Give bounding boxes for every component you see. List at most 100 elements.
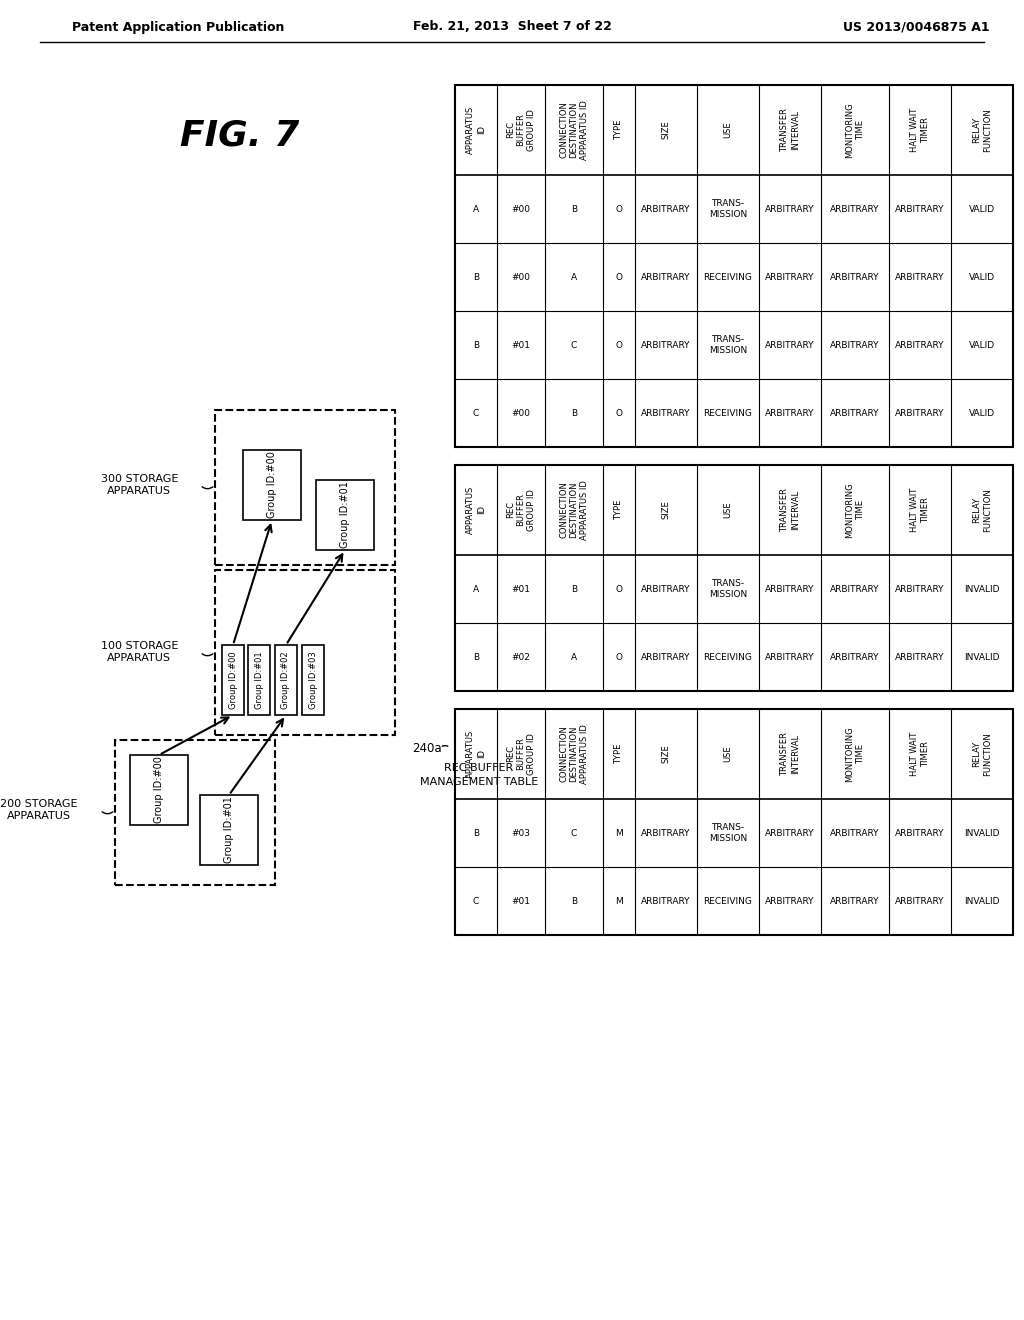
Text: ARBITRARY: ARBITRARY [765, 652, 815, 661]
Text: REC
BUFFER
GROUP ID: REC BUFFER GROUP ID [506, 490, 536, 531]
Text: REC
BUFFER
GROUP ID: REC BUFFER GROUP ID [506, 733, 536, 775]
Text: MONITORING
TIME: MONITORING TIME [845, 726, 864, 781]
Text: TRANS-
MISSION: TRANS- MISSION [709, 824, 748, 842]
Text: Group ID:#00: Group ID:#00 [154, 756, 164, 824]
Text: RELAY
FUNCTION: RELAY FUNCTION [973, 108, 991, 152]
Text: B: B [473, 272, 479, 281]
Text: A: A [571, 652, 578, 661]
Bar [302, 645, 324, 715]
Text: O: O [615, 205, 623, 214]
Text: TYPE: TYPE [614, 120, 624, 140]
Text: #03: #03 [512, 829, 530, 837]
Text: CONNECTION
DESTINATION
APPARATUS ID: CONNECTION DESTINATION APPARATUS ID [559, 480, 589, 540]
Text: 240a: 240a [412, 742, 441, 755]
Text: TYPE: TYPE [614, 743, 624, 764]
Text: RECEIVING: RECEIVING [703, 272, 753, 281]
Text: TRANSFER
INTERVAL: TRANSFER INTERVAL [780, 733, 800, 776]
Text: CONNECTION
DESTINATION
APPARATUS ID: CONNECTION DESTINATION APPARATUS ID [559, 100, 589, 160]
Text: A: A [473, 585, 479, 594]
Text: Group ID:#00: Group ID:#00 [267, 451, 278, 519]
Text: #02: #02 [512, 652, 530, 661]
Text: B: B [473, 652, 479, 661]
Bar [130, 755, 188, 825]
Text: M: M [615, 829, 623, 837]
Text: Group ID:#01: Group ID:#01 [340, 482, 350, 548]
Text: APPARATUS
ID: APPARATUS ID [466, 486, 485, 535]
Text: M: M [615, 896, 623, 906]
Text: B: B [571, 896, 578, 906]
Text: ARBITRARY: ARBITRARY [895, 829, 945, 837]
Text: 100 STORAGE
APPARATUS: 100 STORAGE APPARATUS [100, 640, 178, 663]
Text: ARBITRARY: ARBITRARY [765, 341, 815, 350]
Text: TRANS-
MISSION: TRANS- MISSION [709, 199, 748, 219]
Text: INVALID: INVALID [965, 896, 999, 906]
Text: ARBITRARY: ARBITRARY [765, 205, 815, 214]
Text: VALID: VALID [969, 341, 995, 350]
Text: TYPE: TYPE [614, 500, 624, 520]
Text: O: O [615, 408, 623, 417]
Text: ARBITRARY: ARBITRARY [830, 205, 880, 214]
Text: VALID: VALID [969, 272, 995, 281]
Text: RECEIVING: RECEIVING [703, 408, 753, 417]
Text: ARBITRARY: ARBITRARY [830, 829, 880, 837]
Text: #01: #01 [512, 341, 530, 350]
Bar [316, 480, 374, 550]
Text: TRANSFER
INTERVAL: TRANSFER INTERVAL [780, 488, 800, 532]
Text: VALID: VALID [969, 408, 995, 417]
Bar [243, 450, 301, 520]
Text: ARBITRARY: ARBITRARY [765, 408, 815, 417]
Text: ARBITRARY: ARBITRARY [641, 341, 691, 350]
Text: B: B [571, 408, 578, 417]
Text: APPARATUS
ID: APPARATUS ID [466, 106, 485, 154]
Text: ARBITRARY: ARBITRARY [830, 652, 880, 661]
Bar [455, 84, 1013, 447]
Text: ARBITRARY: ARBITRARY [641, 408, 691, 417]
Text: ARBITRARY: ARBITRARY [765, 272, 815, 281]
Text: ARBITRARY: ARBITRARY [641, 829, 691, 837]
Text: USE: USE [724, 121, 732, 139]
Text: #00: #00 [512, 205, 530, 214]
Text: Group ID:#02: Group ID:#02 [282, 651, 291, 709]
Text: RELAY
FUNCTION: RELAY FUNCTION [973, 733, 991, 776]
Text: TRANS-
MISSION: TRANS- MISSION [709, 335, 748, 355]
Text: C: C [570, 341, 578, 350]
Text: C: C [473, 896, 479, 906]
Text: B: B [571, 585, 578, 594]
Text: Group ID:#01: Group ID:#01 [255, 651, 263, 709]
Text: ARBITRARY: ARBITRARY [895, 652, 945, 661]
Text: SIZE: SIZE [662, 120, 671, 140]
Bar [248, 645, 270, 715]
Text: A: A [571, 272, 578, 281]
Text: CONNECTION
DESTINATION
APPARATUS ID: CONNECTION DESTINATION APPARATUS ID [559, 725, 589, 784]
Text: Feb. 21, 2013  Sheet 7 of 22: Feb. 21, 2013 Sheet 7 of 22 [413, 21, 611, 33]
Text: ARBITRARY: ARBITRARY [830, 272, 880, 281]
Text: ARBITRARY: ARBITRARY [765, 896, 815, 906]
Text: C: C [570, 829, 578, 837]
Bar [215, 411, 395, 565]
Text: A: A [473, 205, 479, 214]
Text: B: B [473, 341, 479, 350]
Text: B: B [473, 829, 479, 837]
Bar [200, 795, 258, 865]
Text: ARBITRARY: ARBITRARY [895, 205, 945, 214]
Text: RECEIVING: RECEIVING [703, 652, 753, 661]
Text: ARBITRARY: ARBITRARY [830, 341, 880, 350]
Text: #01: #01 [512, 896, 530, 906]
Text: O: O [615, 585, 623, 594]
Text: ARBITRARY: ARBITRARY [641, 272, 691, 281]
Text: ARBITRARY: ARBITRARY [895, 896, 945, 906]
Text: HALT WAIT
TIMER: HALT WAIT TIMER [910, 731, 930, 776]
Text: ARBITRARY: ARBITRARY [895, 341, 945, 350]
Text: RELAY
FUNCTION: RELAY FUNCTION [973, 488, 991, 532]
Text: MONITORING
TIME: MONITORING TIME [845, 102, 864, 158]
Text: B: B [571, 205, 578, 214]
Text: REC BUFFER
MANAGEMENT TABLE: REC BUFFER MANAGEMENT TABLE [420, 763, 539, 787]
Text: Group ID:#01: Group ID:#01 [224, 796, 234, 863]
Text: INVALID: INVALID [965, 652, 999, 661]
Text: INVALID: INVALID [965, 829, 999, 837]
Bar [115, 741, 275, 884]
Text: ARBITRARY: ARBITRARY [830, 896, 880, 906]
Text: MONITORING
TIME: MONITORING TIME [845, 482, 864, 537]
Text: Group ID:#03: Group ID:#03 [308, 651, 317, 709]
Text: HALT WAIT
TIMER: HALT WAIT TIMER [910, 488, 930, 532]
